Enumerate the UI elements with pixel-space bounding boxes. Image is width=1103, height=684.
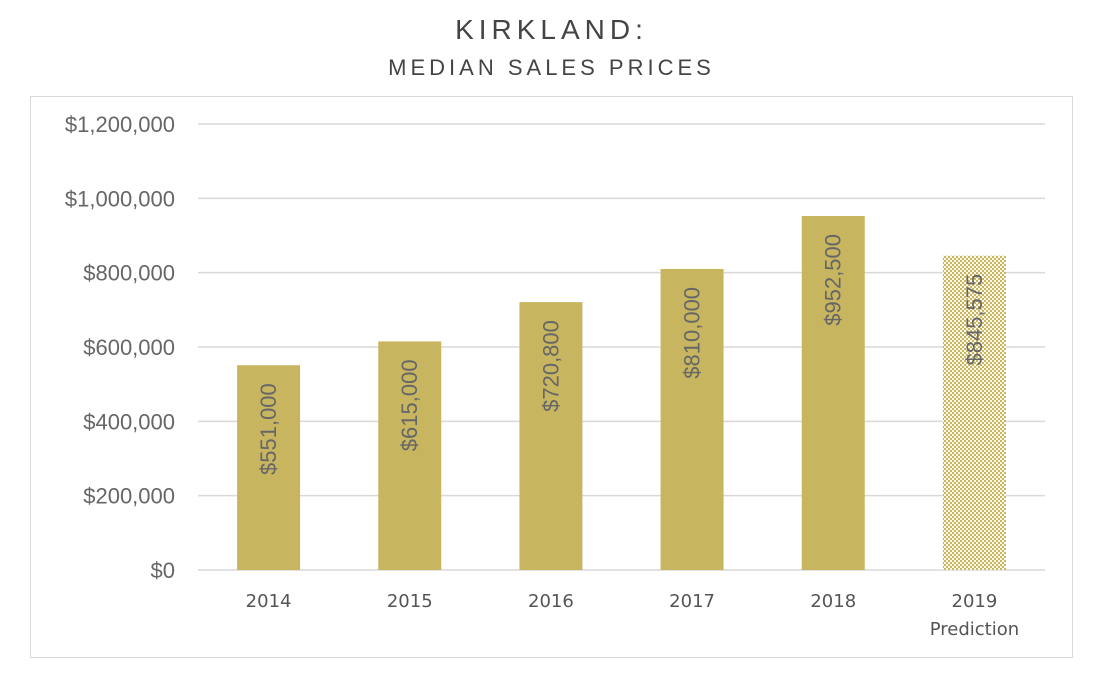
- x-tick-label: 2016: [528, 591, 574, 612]
- y-tick-label: $200,000: [83, 484, 175, 509]
- bar: [237, 365, 301, 570]
- x-tick-label: 2015: [387, 591, 433, 612]
- data-label: $845,575: [962, 274, 987, 366]
- x-tick-label: 2017: [669, 591, 715, 612]
- data-label: $810,000: [680, 287, 705, 379]
- data-label: $720,800: [538, 320, 563, 412]
- y-tick-label: $800,000: [83, 261, 175, 286]
- x-tick-label: 2018: [810, 591, 856, 612]
- data-label: $551,000: [256, 383, 281, 475]
- chart-subtitle: MEDIAN SALES PRICES: [388, 55, 715, 80]
- chart-title: KIRKLAND:: [455, 14, 648, 45]
- bar: [519, 302, 583, 570]
- bar: [801, 215, 865, 571]
- prediction-bar: [942, 255, 1006, 570]
- y-tick-label: $600,000: [83, 335, 175, 360]
- chart-frame: [30, 96, 1073, 658]
- x-tick-sublabel: Prediction: [930, 619, 1019, 640]
- y-tick-label: $1,200,000: [65, 112, 175, 137]
- bar: [660, 268, 724, 570]
- y-tick-label: $400,000: [83, 409, 175, 434]
- y-tick-label: $1,000,000: [65, 186, 175, 211]
- x-tick-label: 2019: [952, 591, 998, 612]
- data-label: $952,500: [821, 234, 846, 326]
- bar: [378, 341, 442, 570]
- y-tick-label: $0: [151, 558, 175, 583]
- x-tick-label: 2014: [246, 591, 292, 612]
- data-label: $615,000: [397, 359, 422, 451]
